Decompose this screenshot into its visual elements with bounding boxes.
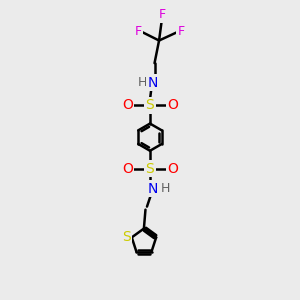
Text: O: O: [167, 98, 178, 112]
Text: F: F: [177, 25, 184, 38]
Text: S: S: [146, 98, 154, 112]
Text: F: F: [135, 25, 142, 38]
Text: F: F: [158, 8, 166, 21]
Text: S: S: [146, 162, 154, 176]
Text: H: H: [138, 76, 147, 89]
Text: O: O: [167, 162, 178, 176]
Text: O: O: [122, 162, 133, 176]
Text: O: O: [122, 98, 133, 112]
Text: H: H: [160, 182, 170, 195]
Text: N: N: [148, 182, 158, 196]
Text: N: N: [148, 76, 158, 90]
Text: S: S: [122, 230, 131, 244]
